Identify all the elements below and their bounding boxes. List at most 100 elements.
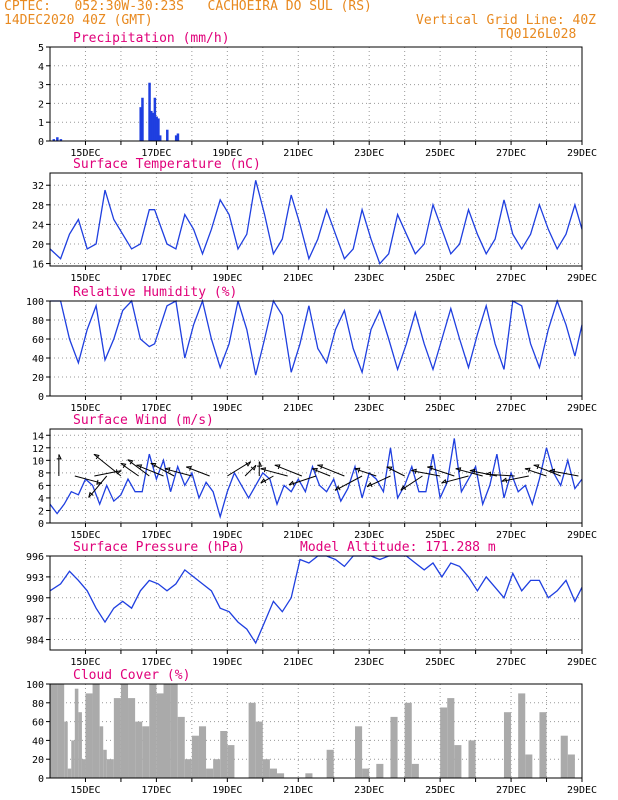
panel-3 <box>46 428 583 527</box>
cloud-bar <box>149 684 157 778</box>
precip-bar <box>157 118 160 141</box>
header-location: CPTEC: 052:30W-30:23S CACHOEIRA DO SUL (… <box>4 0 372 14</box>
y-tick-label: 0 <box>38 519 44 530</box>
cloud-bar <box>113 698 121 778</box>
x-tick-label: 29DEC <box>567 530 597 541</box>
wind-arrowhead <box>317 464 324 470</box>
x-tick-label: 21DEC <box>283 785 313 796</box>
x-tick-label: 15DEC <box>70 530 100 541</box>
precip-bar <box>176 133 180 141</box>
wind-arrowhead <box>150 462 157 468</box>
x-tick-label: 15DEC <box>70 785 100 796</box>
wind-arrowhead <box>441 478 447 485</box>
wind-arrowhead <box>334 485 341 491</box>
y-tick-label: 40 <box>32 354 44 365</box>
cloud-bar <box>269 768 277 778</box>
precip-bar <box>148 82 151 141</box>
wind-vector <box>186 466 210 477</box>
panel-2 <box>46 298 583 400</box>
wind-vector <box>244 464 257 477</box>
cloud-bar <box>248 702 256 778</box>
wind-arrowhead <box>524 467 531 473</box>
y-tick-label: 20 <box>32 373 44 384</box>
cloud-bar <box>50 684 58 778</box>
y-tick-label: 100 <box>26 680 44 691</box>
cloud-bar <box>135 721 143 778</box>
y-tick-label: 10 <box>32 456 44 467</box>
x-tick-label: 15DEC <box>70 148 100 159</box>
y-tick-label: 3 <box>38 81 44 92</box>
precip-bar <box>166 129 169 141</box>
y-tick-label: 4 <box>38 62 44 73</box>
panel-5 <box>46 683 583 782</box>
x-tick-label: 29DEC <box>567 403 597 414</box>
precip-bar <box>56 137 59 141</box>
cloud-bar <box>326 749 334 778</box>
y-tick-label: 32 <box>32 181 44 192</box>
x-tick-label: 21DEC <box>283 403 313 414</box>
wind-arrowhead <box>400 485 407 491</box>
y-tick-label: 60 <box>32 335 44 346</box>
series-line-4 <box>49 555 583 645</box>
y-tick-label: 16 <box>32 260 44 271</box>
wind-arrowhead <box>127 459 134 465</box>
precip-bar <box>139 107 142 141</box>
x-tick-label: 27DEC <box>496 530 526 541</box>
precip-bar <box>153 97 157 141</box>
plot-frame-1 <box>49 172 583 267</box>
x-tick-label: 23DEC <box>354 657 384 668</box>
wind-arrowhead <box>88 491 94 498</box>
cloud-bar <box>120 684 129 778</box>
header-code: TQ0126L028 <box>498 27 577 42</box>
cloud-bar <box>503 712 512 778</box>
wind-arrowhead <box>186 466 192 471</box>
cloud-bar <box>362 768 370 778</box>
wind-arrowhead <box>288 480 295 486</box>
cloud-bar <box>92 684 100 778</box>
x-tick-label: 27DEC <box>496 657 526 668</box>
cloud-bar <box>191 735 199 778</box>
x-tick-label: 25DEC <box>425 148 455 159</box>
panel-title-1: Surface Temperature (nC) <box>73 157 261 172</box>
x-tick-label: 15DEC <box>70 657 100 668</box>
wind-arrowhead <box>354 467 361 473</box>
cloud-bar <box>567 754 575 778</box>
cloud-bar <box>390 716 398 778</box>
cloud-bar <box>74 688 79 778</box>
y-tick-label: 40 <box>32 736 44 747</box>
wind-arrowhead <box>120 462 127 469</box>
cloud-bar <box>454 745 462 778</box>
x-tick-label: 23DEC <box>354 273 384 284</box>
cloud-bar <box>539 712 547 778</box>
y-tick-label: 0 <box>38 392 44 403</box>
plot-frame-5 <box>49 683 583 779</box>
x-tick-label: 25DEC <box>425 273 455 284</box>
wind-vector <box>334 475 363 491</box>
wind-arrowhead <box>549 468 556 474</box>
x-tick-label: 19DEC <box>212 403 242 414</box>
cloud-bar <box>103 749 107 778</box>
wind-arrowhead <box>501 477 508 483</box>
y-tick-label: 996 <box>26 552 44 563</box>
header-grid-note: Vertical Grid Line: 40Z <box>416 13 597 28</box>
wind-arrowhead <box>260 478 267 484</box>
wind-arrowhead <box>312 467 318 473</box>
y-tick-label: 80 <box>32 699 44 710</box>
x-tick-label: 21DEC <box>283 530 313 541</box>
cloud-bar <box>440 707 448 778</box>
header-datetime: 14DEC2020 40Z (GMT) <box>4 13 153 28</box>
wind-arrowhead <box>245 461 252 467</box>
panel-title-3: Surface Wind (m/s) <box>73 413 214 428</box>
y-tick-label: 20 <box>32 240 44 251</box>
precip-bar <box>52 139 56 141</box>
plot-frame-3 <box>49 428 583 524</box>
cloud-bar <box>67 768 72 778</box>
plot-frame-0 <box>49 46 583 142</box>
x-tick-label: 21DEC <box>283 148 313 159</box>
precip-bar <box>174 135 178 141</box>
wind-arrowhead <box>93 453 100 460</box>
cloud-bar <box>206 768 214 778</box>
wind-vector <box>386 466 405 477</box>
y-tick-label: 8 <box>38 469 44 480</box>
wind-arrowhead <box>136 464 143 470</box>
